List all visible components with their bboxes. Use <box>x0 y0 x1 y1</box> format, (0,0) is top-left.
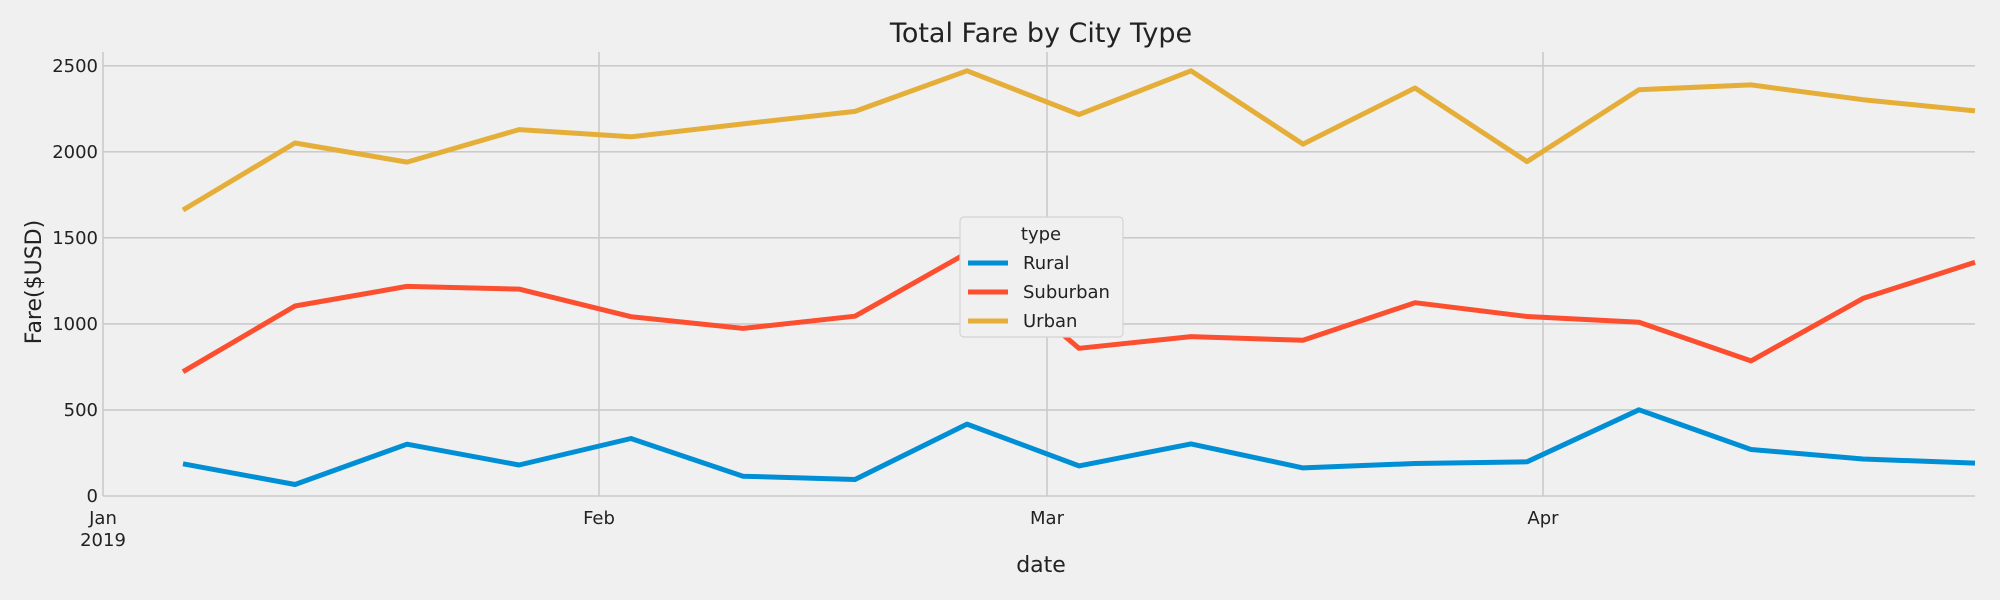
legend: type Rural Suburban Urban <box>959 216 1124 338</box>
x-tick-label: Jan <box>88 508 117 529</box>
series-lines <box>181 68 1976 487</box>
legend-box <box>959 216 1124 338</box>
suburban-series-line <box>181 250 1976 374</box>
y-tick-label: 1000 <box>52 314 98 335</box>
y-tick-label: 500 <box>64 400 98 421</box>
y-tick-label: 2500 <box>52 56 98 77</box>
legend-label-suburban: Suburban <box>1023 282 1110 303</box>
y-axis-title: Fare($USD) <box>22 220 47 344</box>
x-axis-title: date <box>1016 553 1066 578</box>
x-tick-label: Feb <box>583 508 615 529</box>
x-tick-label: Apr <box>1527 508 1559 529</box>
y-tick-label: 2000 <box>52 142 98 163</box>
x-tick-sublabel: 2019 <box>80 530 126 551</box>
legend-title: type <box>1021 224 1061 245</box>
urban-series-line <box>181 68 1976 213</box>
y-tick-label: 1500 <box>52 228 98 249</box>
x-tick-label: Mar <box>1030 508 1065 529</box>
y-tick-label: 0 <box>87 486 98 507</box>
legend-label-urban: Urban <box>1023 311 1077 332</box>
chart-title: Total Fare by City Type <box>889 18 1192 49</box>
legend-label-rural: Rural <box>1023 253 1070 274</box>
rural-series-line <box>182 407 1976 487</box>
